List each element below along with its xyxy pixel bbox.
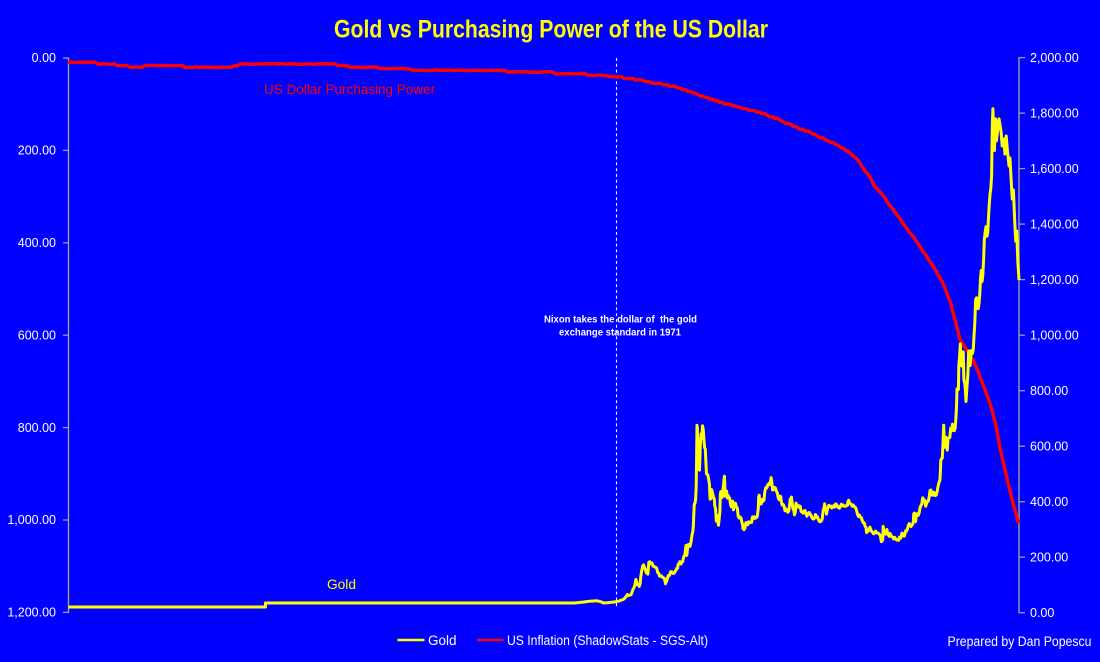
svg-text:1,000.00: 1,000.00 (1030, 328, 1079, 342)
svg-text:1,000.00: 1,000.00 (7, 513, 56, 527)
svg-text:exchange standard in 1971: exchange standard in 1971 (559, 327, 681, 339)
svg-text:400.00: 400.00 (18, 236, 56, 250)
svg-text:Prepared by Dan Popescu: Prepared by Dan Popescu (948, 634, 1092, 649)
svg-text:1,200.00: 1,200.00 (7, 606, 56, 620)
svg-text:200.00: 200.00 (18, 144, 56, 158)
svg-text:600.00: 600.00 (18, 328, 56, 342)
svg-text:Gold vs Purchasing Power of th: Gold vs Purchasing Power of the US Dolla… (334, 16, 768, 44)
svg-text:600.00: 600.00 (1030, 439, 1068, 453)
svg-text:0.00: 0.00 (1030, 606, 1054, 620)
svg-text:800.00: 800.00 (1030, 384, 1068, 398)
svg-text:200.00: 200.00 (1030, 550, 1068, 564)
svg-text:1,400.00: 1,400.00 (1030, 217, 1079, 231)
svg-text:Gold: Gold (428, 633, 457, 648)
svg-text:1,600.00: 1,600.00 (1030, 162, 1079, 176)
svg-text:400.00: 400.00 (1030, 495, 1068, 509)
svg-text:1,200.00: 1,200.00 (1030, 273, 1079, 287)
svg-text:Gold: Gold (327, 577, 356, 592)
svg-text:Nixon takes the dollar of the: Nixon takes the dollar of the gold (544, 314, 697, 326)
svg-text:1,800.00: 1,800.00 (1030, 106, 1079, 120)
svg-text:800.00: 800.00 (18, 421, 56, 435)
svg-text:2,000.00: 2,000.00 (1030, 51, 1079, 65)
svg-text:0.00: 0.00 (32, 51, 56, 65)
svg-text:US Inflation (ShadowStats - SG: US Inflation (ShadowStats - SGS-Alt) (507, 633, 708, 648)
svg-text:US Dollar Purchasing Power: US Dollar Purchasing Power (264, 82, 436, 97)
